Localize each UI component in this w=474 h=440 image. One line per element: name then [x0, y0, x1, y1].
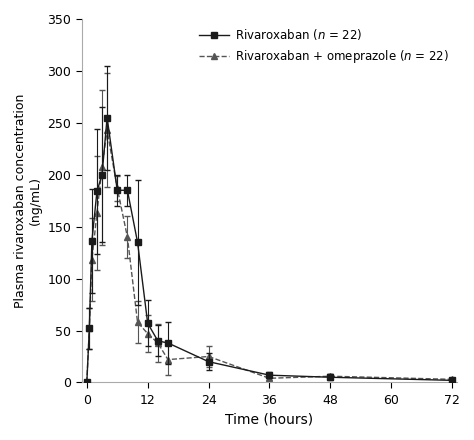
Y-axis label: Plasma rivaroxaban concentration
(ng/mL): Plasma rivaroxaban concentration (ng/mL): [14, 93, 42, 308]
Legend: Rivaroxaban ($n$ = 22), Rivaroxaban + omeprazole ($n$ = 22): Rivaroxaban ($n$ = 22), Rivaroxaban + om…: [197, 25, 451, 67]
X-axis label: Time (hours): Time (hours): [225, 412, 313, 426]
